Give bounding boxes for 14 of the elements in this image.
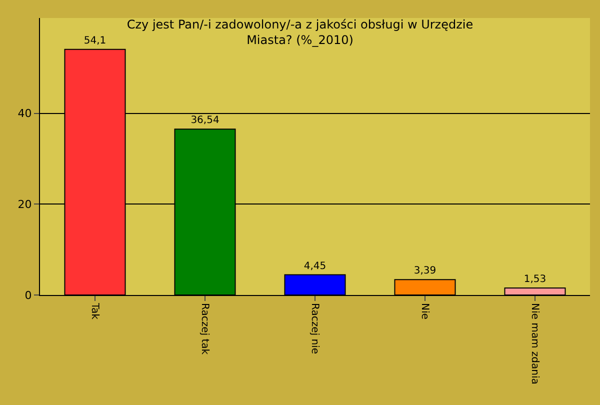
x-tick-label: Nie mam zdania [528,303,540,384]
x-tick-label: Raczej nie [308,303,320,354]
y-tick-label: 20 [18,198,32,212]
data-label: 54,1 [84,35,106,46]
y-tick-label: 0 [24,288,32,302]
data-label: 36,54 [190,115,220,126]
data-label: 3,39 [414,266,436,277]
x-tick-label: Tak [88,302,100,320]
y-tick-label: 40 [18,107,32,120]
x-tick-label: Nie [418,303,430,320]
data-label: 4,45 [304,260,326,272]
data-label: 1,53 [524,274,546,286]
text: Czy jest Pan/-i zadowolony/-a z jakości obsługi w Urzędzie Miasta? (%_2010) [126,17,474,47]
x-tick-label: Raczej tak [198,303,210,355]
